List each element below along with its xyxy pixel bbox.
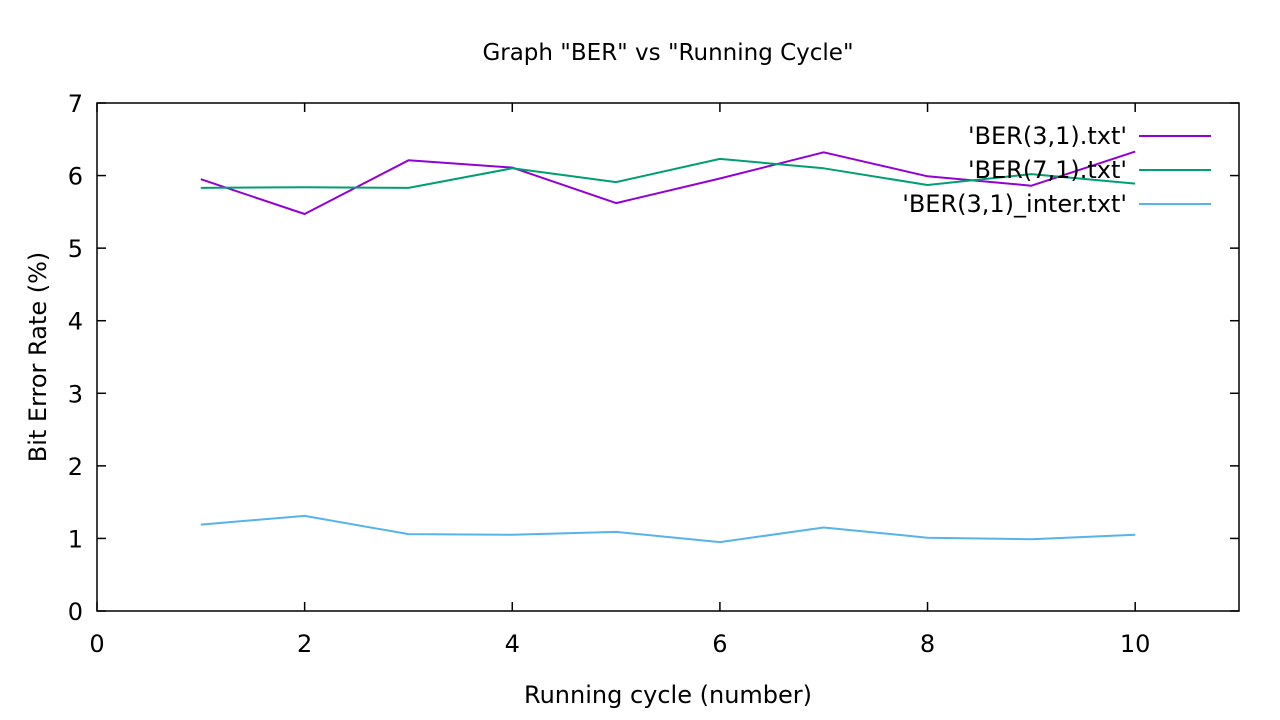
y-tick-label: 7: [68, 90, 83, 118]
legend-label-2: 'BER(7,1).txt': [968, 156, 1127, 184]
y-axis-label: Bit Error Rate (%): [24, 252, 52, 463]
series-line-3: [200, 514, 1136, 544]
x-axis-label: Running cycle (number): [524, 681, 812, 709]
chart-title: Graph "BER" vs "Running Cycle": [482, 40, 853, 66]
y-tick-label: 1: [68, 525, 83, 553]
series-lines: [200, 150, 1136, 544]
axis-ticks: 0 2 4 6 8 10 0 1 2 3 4 5 6 7: [68, 90, 1239, 658]
legend-label-1: 'BER(3,1).txt': [968, 122, 1127, 150]
legend-label-3: 'BER(3,1)_inter.txt': [902, 190, 1127, 218]
y-tick-label: 0: [68, 598, 83, 626]
legend: 'BER(3,1).txt' 'BER(7,1).txt' 'BER(3,1)_in…: [902, 122, 1211, 218]
x-tick-label: 8: [920, 630, 935, 658]
y-tick-label: 3: [68, 380, 83, 408]
x-tick-label: 0: [89, 630, 104, 658]
plot-frame: [96, 102, 1240, 612]
y-tick-label: 4: [68, 308, 83, 336]
x-tick-label: 2: [297, 630, 312, 658]
x-tick-label: 10: [1120, 630, 1151, 658]
y-tick-label: 2: [68, 453, 83, 481]
x-tick-label: 6: [712, 630, 727, 658]
x-tick-label: 4: [505, 630, 520, 658]
y-tick-label: 6: [68, 163, 83, 191]
y-tick-label: 5: [68, 235, 83, 263]
series-line-2: [200, 157, 1136, 189]
